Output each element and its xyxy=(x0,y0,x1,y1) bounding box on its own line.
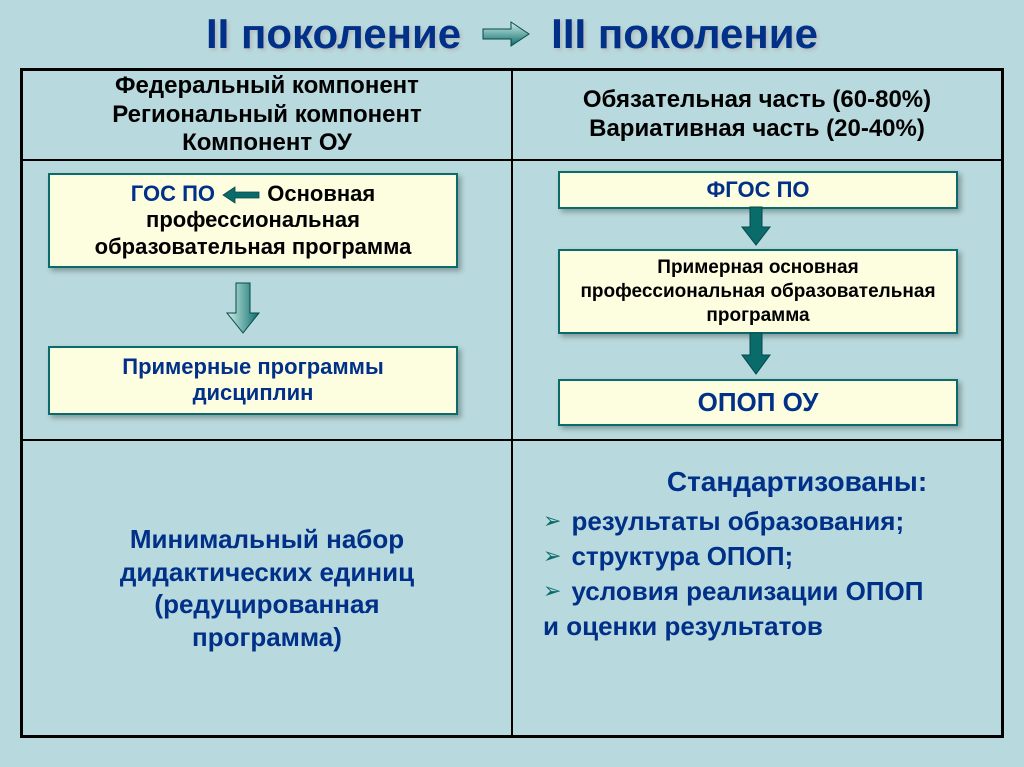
gos-po-label: ГОС ПО xyxy=(131,181,215,206)
arrow-right-icon xyxy=(481,19,531,49)
box-gos-po-content: ГОС ПО Основная профессиональная образов… xyxy=(60,181,446,260)
bullet-row-0: ➢ результаты образования; xyxy=(543,506,971,537)
header-right-line1: Обязательная часть (60-80%) xyxy=(583,86,931,115)
box-gos-po: ГОС ПО Основная профессиональная образов… xyxy=(48,173,458,268)
bottom-right-title: Стандартизованы: xyxy=(623,466,971,498)
chevron-right-icon: ➢ xyxy=(543,578,561,604)
header-left: Федеральный компонент Региональный компо… xyxy=(22,70,512,160)
bullet-row-1: ➢ структура ОПОП; xyxy=(543,541,971,572)
chevron-right-icon: ➢ xyxy=(543,543,561,569)
box-primernaya-opop-text: Примерная основная профессиональная обра… xyxy=(568,256,948,327)
box-opop-ou-text: ОПОП ОУ xyxy=(566,387,950,418)
arrow-down-icon xyxy=(223,281,263,336)
arrow-left-icon xyxy=(221,186,261,204)
comparison-grid: Федеральный компонент Региональный компо… xyxy=(20,68,1004,738)
box-primernye: Примерные программы дисциплин xyxy=(48,346,458,415)
bottom-left-line3: (редуцированная xyxy=(154,588,379,621)
arrow-down-icon xyxy=(738,331,774,376)
title-left: II поколение xyxy=(206,10,461,58)
header-left-line3: Компонент ОУ xyxy=(182,129,352,158)
bullet-row-2: ➢ условия реализации ОПОП xyxy=(543,576,971,607)
bottom-right-lastline: и оценки результатов xyxy=(543,611,971,642)
bullet-text-2: условия реализации ОПОП xyxy=(571,576,923,607)
header-left-line2: Региональный компонент xyxy=(112,101,421,130)
header-right: Обязательная часть (60-80%) Вариативная … xyxy=(512,70,1002,160)
box-primernye-text: Примерные программы дисциплин xyxy=(60,354,446,407)
box-opop-ou: ОПОП ОУ xyxy=(558,379,958,426)
bullet-text-1: структура ОПОП; xyxy=(571,541,793,572)
header-left-line1: Федеральный компонент xyxy=(115,72,419,101)
bottom-right-cell: Стандартизованы: ➢ результаты образовани… xyxy=(512,440,1002,736)
bottom-left-line1: Минимальный набор xyxy=(130,523,404,556)
box-primernaya-opop: Примерная основная профессиональная обра… xyxy=(558,249,958,334)
header-right-line2: Вариативная часть (20-40%) xyxy=(589,115,925,144)
title-row: II поколение III поколение xyxy=(20,10,1004,58)
box-fgos-text: ФГОС ПО xyxy=(564,177,952,203)
mid-right-cell: ФГОС ПО Примерная основная профессиональ… xyxy=(512,160,1002,440)
bottom-left-cell: Минимальный набор дидактических единиц (… xyxy=(22,440,512,736)
bullet-text-0: результаты образования; xyxy=(571,506,904,537)
arrow-down-icon xyxy=(738,205,774,247)
chevron-right-icon: ➢ xyxy=(543,508,561,534)
bottom-left-line2: дидактических единиц xyxy=(120,556,414,589)
mid-left-cell: ГОС ПО Основная профессиональная образов… xyxy=(22,160,512,440)
box-fgos: ФГОС ПО xyxy=(558,171,958,209)
title-right: III поколение xyxy=(551,10,818,58)
bottom-left-line4: программа) xyxy=(192,621,342,654)
